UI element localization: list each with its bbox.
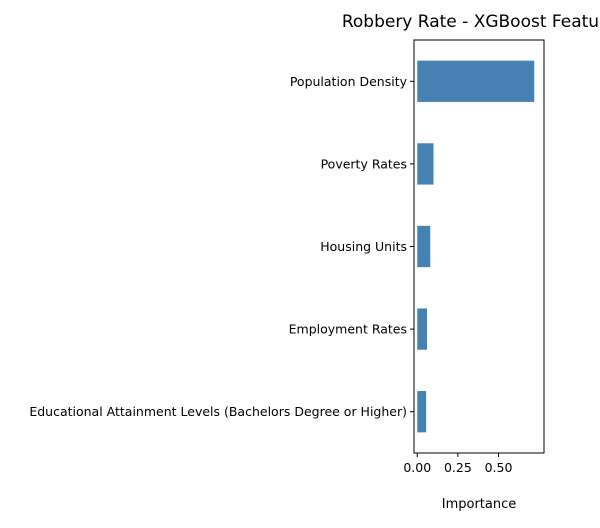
x-tick-label: 0.25 xyxy=(444,460,472,475)
category-label: Population Density xyxy=(290,74,408,89)
bars-group xyxy=(417,60,535,433)
bar xyxy=(417,143,434,185)
x-axis-label: Importance xyxy=(442,497,517,512)
x-tick-label: 0.00 xyxy=(403,460,431,475)
bar xyxy=(417,225,431,268)
x-tick-label: 0.50 xyxy=(485,460,513,475)
chart-title: Robbery Rate - XGBoost Feature xyxy=(342,12,600,32)
bar xyxy=(417,308,427,350)
category-label: Employment Rates xyxy=(289,322,407,337)
plot-frame xyxy=(413,39,545,454)
category-label: Educational Attainment Levels (Bachelors… xyxy=(29,404,407,419)
category-labels: Population Density Poverty Rates Housing U… xyxy=(29,74,414,419)
category-label: Poverty Rates xyxy=(321,156,407,171)
bar xyxy=(417,391,427,433)
x-axis-ticks: 0.00 0.25 0.50 xyxy=(403,453,512,475)
category-label: Housing Units xyxy=(320,239,407,254)
bar xyxy=(417,60,535,102)
